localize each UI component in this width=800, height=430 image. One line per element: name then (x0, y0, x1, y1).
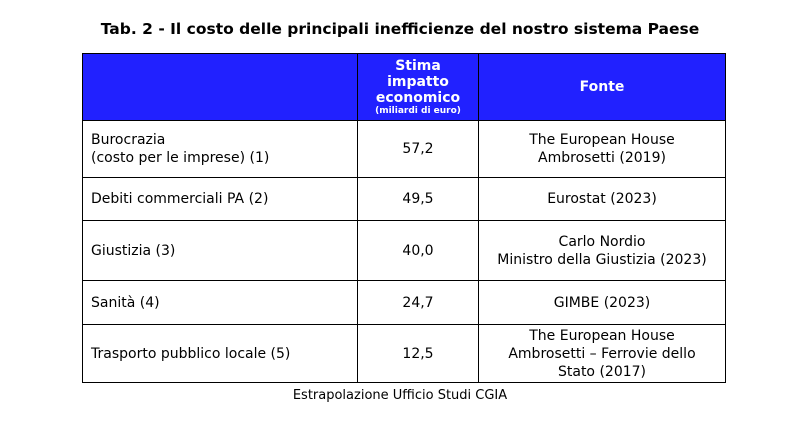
cell-text: Sanità (4) (91, 294, 160, 311)
source-cell: The European House Ambrosetti – Ferrovie … (478, 324, 726, 383)
estimate-cell: 40,0 (357, 220, 479, 281)
header-text: economico (375, 90, 461, 106)
cell-text: Burocrazia (91, 132, 166, 148)
header-row: Stima impatto economico (miliardi di euro) … (82, 53, 726, 121)
item-cell: Burocrazia (costo per le imprese) (1) (82, 120, 358, 178)
cell-text: (costo per le imprese) (1) (91, 150, 270, 166)
estimate-cell: 12,5 (357, 324, 479, 383)
footnote: Estrapolazione Ufficio Studi CGIA (292, 388, 508, 403)
cell-text: The European House (529, 132, 675, 148)
item-cell: Sanità (4) (82, 280, 358, 325)
cell-text: Ambrosetti – Ferrovie dello (508, 345, 696, 362)
table-row: Giustizia (3) 40,0 Carlo Nordio Ministro de… (82, 220, 726, 281)
cell-text: Giustizia (3) (91, 242, 176, 259)
source-cell: The European House Ambrosetti (2019) (478, 120, 726, 178)
header-unit: (miliardi di euro) (375, 106, 461, 116)
table-title: Tab. 2 - Il costo delle principali ineff… (100, 20, 700, 38)
source-cell: Eurostat (2023) (478, 177, 726, 221)
estimate-cell: 24,7 (357, 280, 479, 325)
header-cell: Stima impatto economico (miliardi di euro) (357, 53, 479, 121)
estimate-cell: 57,2 (357, 120, 479, 178)
table-row: Burocrazia (costo per le imprese) (1) 57,2… (82, 120, 726, 178)
table-row: Debiti commerciali PA (2) 49,5 Eurostat (2… (82, 177, 726, 221)
cell-text: Ambrosetti (2019) (538, 150, 666, 166)
header-text: Stima (395, 58, 441, 74)
header-text: Fonte (579, 79, 625, 95)
header-cell (82, 53, 358, 121)
source-cell: Carlo Nordio Ministro della Giustizia (20… (478, 220, 726, 281)
table-header: Stima impatto economico (miliardi di euro) … (82, 53, 726, 121)
estimate-cell: 49,5 (357, 177, 479, 221)
cell-text: The European House (529, 327, 675, 344)
header-text: impatto (387, 74, 449, 90)
cell-text: Carlo Nordio (558, 233, 646, 250)
table-row: Trasporto pubblico locale (5) 12,5 The Eur… (82, 324, 726, 383)
source-cell: GIMBE (2023) (478, 280, 726, 325)
table-body: Burocrazia (costo per le imprese) (1) 57,2… (82, 120, 726, 383)
cell-text: Eurostat (2023) (547, 191, 657, 207)
item-cell: Giustizia (3) (82, 220, 358, 281)
cell-text: Stato (2017) (557, 363, 646, 380)
item-cell: Debiti commerciali PA (2) (82, 177, 358, 221)
item-cell: Trasporto pubblico locale (5) (82, 324, 358, 383)
cell-text: Trasporto pubblico locale (5) (91, 345, 291, 362)
cell-text: Ministro della Giustizia (2023) (497, 251, 707, 268)
header-cell: Fonte (478, 53, 726, 121)
cell-text: GIMBE (2023) (553, 294, 651, 311)
cost-table: Stima impatto economico (miliardi di euro) … (82, 53, 726, 383)
cell-text: Debiti commerciali PA (2) (91, 191, 269, 207)
table-row: Sanità (4) 24,7 GIMBE (2023) (82, 280, 726, 325)
